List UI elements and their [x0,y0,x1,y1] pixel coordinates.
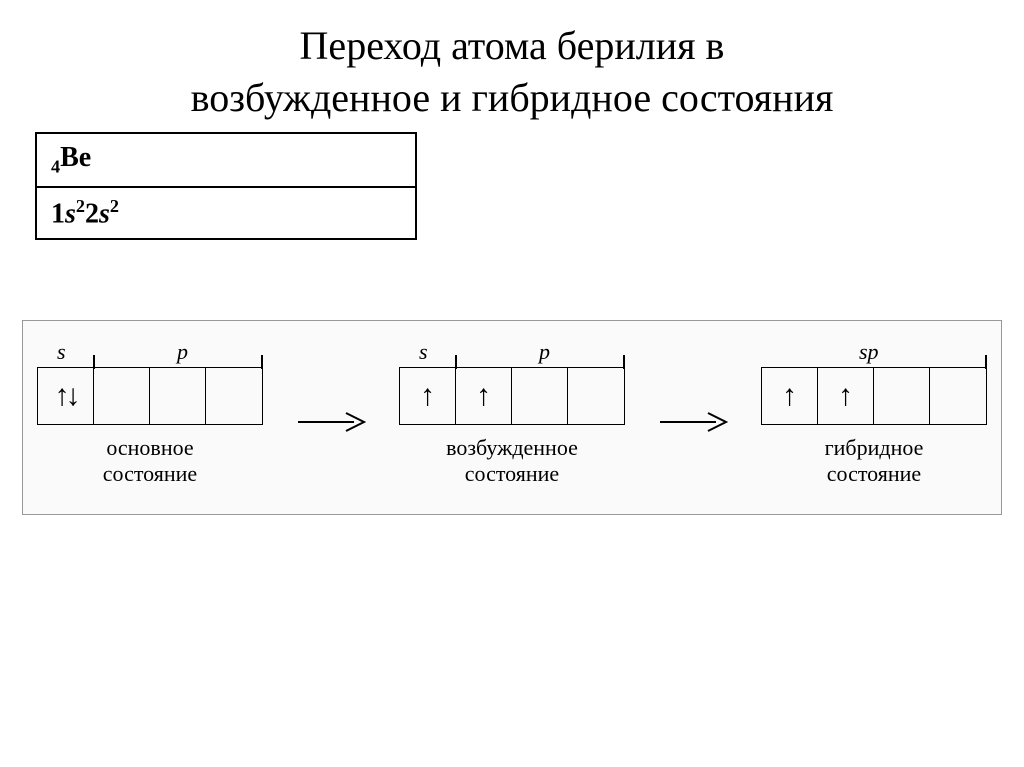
page-title: Переход атома берилия в возбужденное и г… [0,0,1024,124]
electron-config-cell: 1s22s2 [36,187,416,239]
orbital-box [94,368,150,424]
transition-arrow-icon [652,410,734,434]
state-excited: s p ↑ ↑ возбужденное состояние [399,339,625,488]
orbital-boxes: ↑ ↑ [761,367,987,425]
caption-line-2: состояние [103,461,197,486]
tick [455,355,457,369]
orbital-box: ↑↓ [38,368,94,424]
state-caption: основное состояние [103,435,197,488]
electron-arrows: ↑ [838,381,853,411]
orbital-label-s: s [419,339,428,365]
orbital-box [930,368,986,424]
cfg-e2: 2 [110,196,119,216]
state-caption: гибридное состояние [825,435,924,488]
electron-arrows: ↑↓ [55,381,77,411]
orbital-box [512,368,568,424]
atomic-number: 4 [51,157,60,177]
cfg-1: 1 [51,198,65,229]
tick [985,355,987,369]
transition-arrow-icon [290,410,372,434]
caption-line-2: состояние [827,461,921,486]
cfg-s1: s [65,198,76,229]
orbital-box: ↑ [762,368,818,424]
tick [261,355,263,369]
orbital-diagram-panel: s p ↑↓ основное состояние s p [22,320,1002,515]
tick [93,355,95,369]
orbital-boxes: ↑ ↑ [399,367,625,425]
orbital-box: ↑ [818,368,874,424]
orbital-boxes: ↑↓ [37,367,263,425]
orbital-label-s: s [57,339,66,365]
electron-arrows: ↑ [420,381,435,411]
caption-line-1: основное [106,435,193,460]
element-symbol: Be [60,142,91,173]
orbital-box: ↑ [400,368,456,424]
state-hybrid: sp ↑ ↑ гибридное состояние [761,339,987,488]
orbital-label-p: p [539,339,550,365]
tick [623,355,625,369]
orbital-box [874,368,930,424]
orbital-box [206,368,262,424]
caption-line-1: возбужденное [446,435,578,460]
element-symbol-cell: 4Be [36,133,416,187]
title-line-1: Переход атома берилия в [300,23,725,68]
orbitals-ground: s p ↑↓ [37,339,263,425]
orbitals-excited: s p ↑ ↑ [399,339,625,425]
caption-line-2: состояние [465,461,559,486]
element-table: 4Be 1s22s2 [35,132,417,240]
state-caption: возбужденное состояние [446,435,578,488]
orbital-box [150,368,206,424]
orbital-box: ↑ [456,368,512,424]
state-ground: s p ↑↓ основное состояние [37,339,263,488]
orbital-label-p: p [177,339,188,365]
orbital-box [568,368,624,424]
cfg-s2: s [99,198,110,229]
orbital-label-sp: sp [859,339,879,365]
electron-arrows: ↑ [476,381,491,411]
orbitals-hybrid: sp ↑ ↑ [761,339,987,425]
cfg-e1: 2 [76,196,85,216]
electron-arrows: ↑ [782,381,797,411]
caption-line-1: гибридное [825,435,924,460]
title-line-2: возбужденное и гибридное состояния [191,75,834,120]
cfg-2: 2 [85,198,99,229]
